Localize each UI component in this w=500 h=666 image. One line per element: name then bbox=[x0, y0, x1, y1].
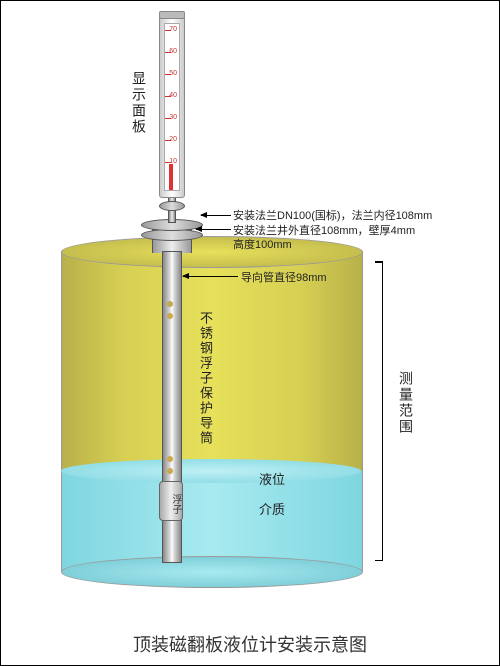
medium-label: 介质 bbox=[259, 499, 285, 518]
tube-marker-icon bbox=[167, 456, 173, 462]
scale-tick bbox=[165, 52, 171, 53]
display-panel-red-bar bbox=[169, 164, 173, 190]
display-panel: 70 60 50 40 30 20 10 bbox=[159, 16, 185, 198]
protect-tube-label: 不锈钢浮子保护导筒 bbox=[196, 311, 215, 446]
measurement-range-label: 测量范围 bbox=[396, 371, 416, 435]
scale-tick bbox=[165, 74, 171, 75]
tank-bottom-ellipse bbox=[61, 556, 363, 588]
display-panel-window: 70 60 50 40 30 20 10 bbox=[164, 23, 180, 191]
display-panel-cap bbox=[159, 11, 185, 19]
flange-spec-3: 高度100mm bbox=[233, 236, 493, 252]
liquid-level-label: 液位 bbox=[259, 469, 285, 488]
coupler bbox=[159, 201, 185, 211]
measurement-range-bracket bbox=[381, 261, 383, 561]
display-panel-label: 显示面板 bbox=[129, 71, 149, 135]
diagram-stage: 浮子 70 60 50 40 30 20 10 bbox=[1, 1, 499, 621]
scale-tick bbox=[165, 162, 171, 163]
leader-line bbox=[183, 276, 238, 277]
float: 浮子 bbox=[159, 481, 183, 521]
diagram-frame: 浮子 70 60 50 40 30 20 10 bbox=[0, 0, 500, 666]
caption: 顶装磁翻板液位计安装示意图 bbox=[1, 631, 499, 657]
scale-tick bbox=[165, 30, 171, 31]
tube-marker-icon bbox=[167, 301, 173, 307]
scale-tick bbox=[165, 118, 171, 119]
leader-line bbox=[201, 215, 231, 216]
flange-spec-1: 安装法兰DN100(国标)，法兰内径108mm bbox=[233, 207, 493, 223]
leader-line bbox=[196, 229, 231, 230]
tube-marker-icon bbox=[167, 468, 173, 474]
scale-tick bbox=[165, 140, 171, 141]
tank-liquid-surface bbox=[61, 459, 361, 483]
guide-tube-spec: 导向管直径98mm bbox=[241, 269, 327, 285]
tube-marker-icon bbox=[167, 313, 173, 319]
scale-tick bbox=[165, 96, 171, 97]
